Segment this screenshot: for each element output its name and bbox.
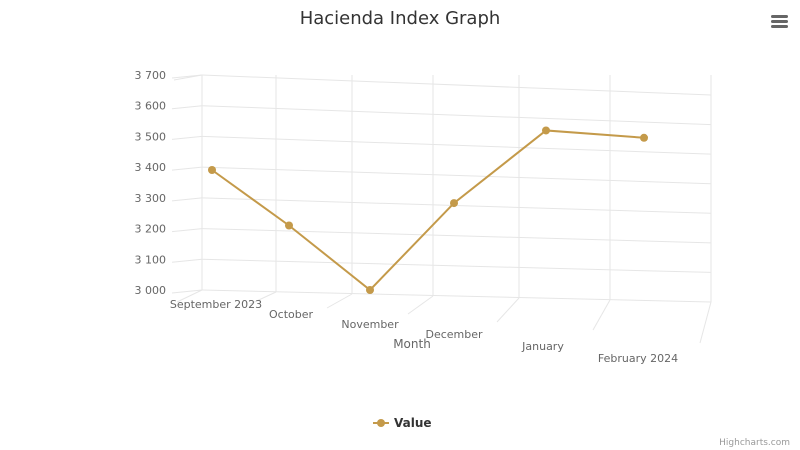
x-axis-labels: September 2023 October November December Jan… — [170, 298, 678, 365]
data-point[interactable] — [542, 126, 550, 135]
data-point[interactable] — [640, 133, 648, 142]
y-tick-mark — [171, 289, 203, 294]
grid-line-horizontal — [201, 135, 712, 155]
x-tick-label: October — [269, 308, 313, 321]
grid — [173, 74, 712, 344]
grid-line-depth — [249, 291, 277, 305]
y-tick-mark — [171, 74, 203, 79]
grid-line-horizontal — [201, 166, 712, 185]
legend-item-value[interactable]: Value — [373, 416, 432, 430]
y-tick-label: 3 000 — [135, 284, 167, 297]
x-axis-title: Month — [393, 337, 431, 351]
grid-line-depth — [407, 295, 434, 315]
legend-label: Value — [394, 416, 432, 430]
y-tick-mark — [171, 105, 203, 110]
grid-line-depth — [326, 293, 353, 309]
chart-title: Hacienda Index Graph — [300, 8, 501, 29]
grid-line-horizontal — [201, 105, 712, 126]
y-tick-mark — [171, 228, 203, 233]
grid-line-depth — [176, 289, 203, 303]
y-tick-mark — [171, 197, 203, 202]
credits-link[interactable]: Highcharts.com — [719, 438, 790, 448]
export-menu-button[interactable] — [764, 8, 794, 36]
y-tick-label: 3 300 — [135, 192, 167, 205]
grid-line-depth — [592, 299, 611, 331]
y-tick-label: 3 100 — [135, 253, 167, 266]
x-tick-label: September 2023 — [170, 298, 262, 311]
data-point[interactable] — [208, 166, 216, 174]
grid-line-horizontal — [201, 74, 712, 96]
grid-line-horizontal — [201, 228, 712, 244]
x-tick-label: December — [425, 328, 483, 341]
grid-line-horizontal — [201, 289, 712, 303]
y-tick-label: 3 500 — [135, 130, 167, 143]
grid-line-horizontal — [201, 258, 712, 273]
y-tick-label: 3 400 — [135, 161, 167, 174]
data-point[interactable] — [366, 286, 374, 294]
y-axis-labels: 3 000 3 100 3 200 3 300 3 400 3 500 3 600 3 700 — [135, 69, 203, 297]
data-point[interactable] — [450, 199, 458, 208]
x-tick-label: November — [341, 318, 399, 331]
hamburger-menu-icon[interactable] — [771, 15, 788, 28]
y-tick-label: 3 200 — [135, 223, 167, 236]
y-tick-label: 3 700 — [135, 69, 167, 82]
y-tick-label: 3 600 — [135, 100, 167, 113]
grid-line-depth — [496, 297, 520, 323]
data-point[interactable] — [285, 221, 293, 230]
y-tick-mark — [171, 166, 203, 171]
x-tick-label: January — [521, 340, 564, 353]
y-tick-mark — [171, 135, 203, 140]
x-tick-label: February 2024 — [598, 352, 678, 365]
legend-symbol-marker — [377, 419, 385, 427]
series-line — [211, 129, 645, 292]
series-value — [208, 126, 648, 294]
y-tick-mark — [171, 258, 203, 263]
grid-line-depth — [699, 301, 712, 344]
